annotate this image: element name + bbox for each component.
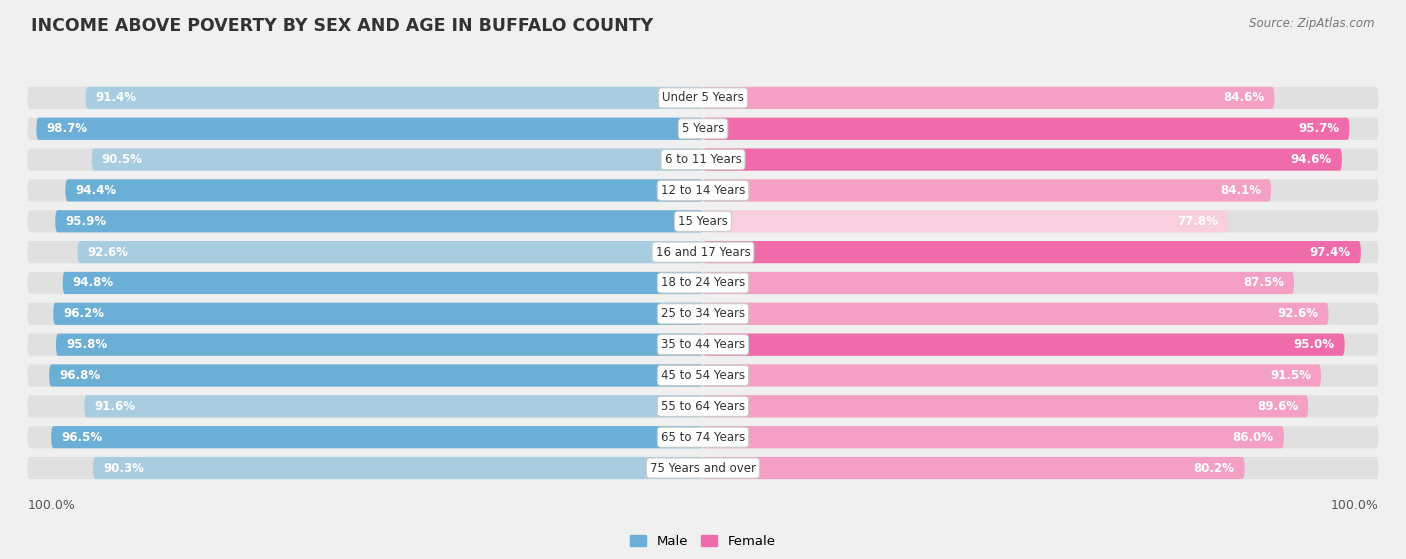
- FancyBboxPatch shape: [28, 303, 1378, 325]
- Text: INCOME ABOVE POVERTY BY SEX AND AGE IN BUFFALO COUNTY: INCOME ABOVE POVERTY BY SEX AND AGE IN B…: [31, 17, 652, 35]
- Text: 5 Years: 5 Years: [682, 122, 724, 135]
- Text: 65 to 74 Years: 65 to 74 Years: [661, 430, 745, 444]
- Text: 100.0%: 100.0%: [28, 499, 76, 511]
- Text: Under 5 Years: Under 5 Years: [662, 92, 744, 105]
- Text: 25 to 34 Years: 25 to 34 Years: [661, 307, 745, 320]
- Text: 15 Years: 15 Years: [678, 215, 728, 228]
- FancyBboxPatch shape: [703, 395, 1308, 418]
- FancyBboxPatch shape: [84, 395, 703, 418]
- Text: 12 to 14 Years: 12 to 14 Years: [661, 184, 745, 197]
- Text: Source: ZipAtlas.com: Source: ZipAtlas.com: [1250, 17, 1375, 30]
- FancyBboxPatch shape: [66, 179, 703, 202]
- FancyBboxPatch shape: [703, 457, 1244, 479]
- Text: 91.4%: 91.4%: [96, 92, 136, 105]
- FancyBboxPatch shape: [77, 241, 703, 263]
- FancyBboxPatch shape: [28, 457, 1378, 479]
- Text: 95.8%: 95.8%: [66, 338, 107, 351]
- FancyBboxPatch shape: [93, 457, 703, 479]
- Text: 92.6%: 92.6%: [1277, 307, 1319, 320]
- Text: 45 to 54 Years: 45 to 54 Years: [661, 369, 745, 382]
- FancyBboxPatch shape: [28, 149, 1378, 170]
- FancyBboxPatch shape: [28, 241, 1378, 263]
- FancyBboxPatch shape: [703, 334, 1344, 356]
- FancyBboxPatch shape: [28, 426, 1378, 448]
- FancyBboxPatch shape: [703, 87, 1274, 109]
- Text: 89.6%: 89.6%: [1257, 400, 1298, 413]
- FancyBboxPatch shape: [28, 87, 1378, 109]
- FancyBboxPatch shape: [703, 179, 1271, 202]
- FancyBboxPatch shape: [28, 395, 1378, 418]
- FancyBboxPatch shape: [703, 426, 1284, 448]
- Text: 16 and 17 Years: 16 and 17 Years: [655, 245, 751, 259]
- Text: 86.0%: 86.0%: [1233, 430, 1274, 444]
- FancyBboxPatch shape: [86, 87, 703, 109]
- Text: 35 to 44 Years: 35 to 44 Years: [661, 338, 745, 351]
- Text: 84.6%: 84.6%: [1223, 92, 1264, 105]
- Text: 18 to 24 Years: 18 to 24 Years: [661, 277, 745, 290]
- Text: 95.0%: 95.0%: [1294, 338, 1334, 351]
- FancyBboxPatch shape: [49, 364, 703, 387]
- Text: 94.6%: 94.6%: [1291, 153, 1331, 166]
- Text: 92.6%: 92.6%: [87, 245, 129, 259]
- Text: 84.1%: 84.1%: [1220, 184, 1261, 197]
- Text: 98.7%: 98.7%: [46, 122, 87, 135]
- Text: 96.8%: 96.8%: [59, 369, 100, 382]
- FancyBboxPatch shape: [91, 149, 703, 170]
- Text: 96.2%: 96.2%: [63, 307, 104, 320]
- FancyBboxPatch shape: [37, 117, 703, 140]
- Text: 90.5%: 90.5%: [101, 153, 143, 166]
- FancyBboxPatch shape: [703, 303, 1329, 325]
- FancyBboxPatch shape: [53, 303, 703, 325]
- FancyBboxPatch shape: [703, 364, 1322, 387]
- Text: 90.3%: 90.3%: [103, 462, 143, 475]
- FancyBboxPatch shape: [51, 426, 703, 448]
- Text: 95.9%: 95.9%: [66, 215, 107, 228]
- FancyBboxPatch shape: [28, 210, 1378, 233]
- Text: 87.5%: 87.5%: [1243, 277, 1284, 290]
- Text: 91.5%: 91.5%: [1270, 369, 1310, 382]
- Text: 100.0%: 100.0%: [1330, 499, 1378, 511]
- Text: 97.4%: 97.4%: [1310, 245, 1351, 259]
- Text: 75 Years and over: 75 Years and over: [650, 462, 756, 475]
- FancyBboxPatch shape: [703, 149, 1341, 170]
- FancyBboxPatch shape: [28, 364, 1378, 387]
- Text: 94.8%: 94.8%: [73, 277, 114, 290]
- Text: 91.6%: 91.6%: [94, 400, 135, 413]
- Text: 80.2%: 80.2%: [1194, 462, 1234, 475]
- Text: 94.4%: 94.4%: [76, 184, 117, 197]
- FancyBboxPatch shape: [703, 117, 1350, 140]
- FancyBboxPatch shape: [703, 272, 1294, 294]
- FancyBboxPatch shape: [28, 117, 1378, 140]
- Text: 55 to 64 Years: 55 to 64 Years: [661, 400, 745, 413]
- Legend: Male, Female: Male, Female: [630, 535, 776, 548]
- FancyBboxPatch shape: [28, 179, 1378, 202]
- Text: 77.8%: 77.8%: [1177, 215, 1219, 228]
- FancyBboxPatch shape: [28, 334, 1378, 356]
- FancyBboxPatch shape: [703, 241, 1361, 263]
- FancyBboxPatch shape: [703, 210, 1229, 233]
- Text: 96.5%: 96.5%: [62, 430, 103, 444]
- FancyBboxPatch shape: [55, 210, 703, 233]
- Text: 6 to 11 Years: 6 to 11 Years: [665, 153, 741, 166]
- FancyBboxPatch shape: [63, 272, 703, 294]
- FancyBboxPatch shape: [28, 272, 1378, 294]
- FancyBboxPatch shape: [56, 334, 703, 356]
- Text: 95.7%: 95.7%: [1298, 122, 1340, 135]
